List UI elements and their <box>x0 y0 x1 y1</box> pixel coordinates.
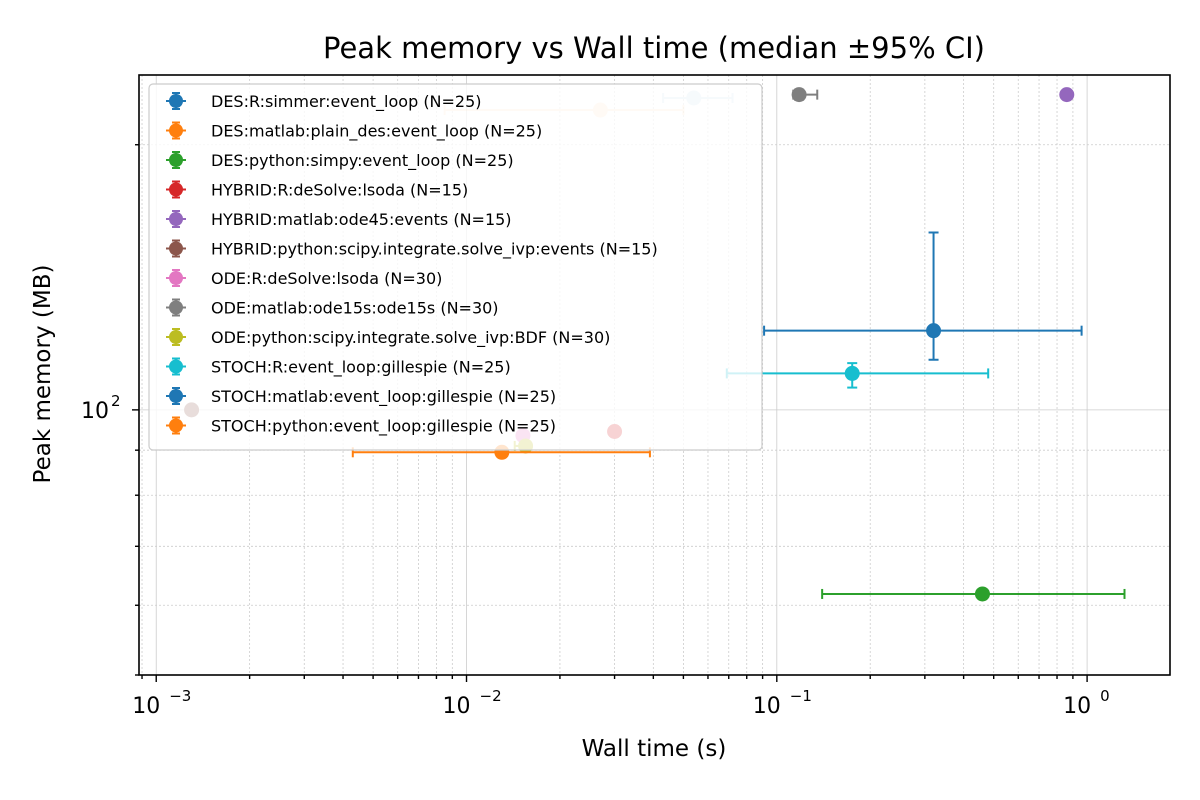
legend-marker <box>169 123 183 138</box>
legend-marker <box>169 153 183 167</box>
legend-item: STOCH:python:event_loop:gillespie (N=25) <box>166 416 556 437</box>
legend-label: ODE:R:deSolve:lsoda (N=30) <box>211 269 442 288</box>
y-tick-label: 10 <box>81 399 109 424</box>
legend-item: HYBRID:R:deSolve:lsoda (N=15) <box>166 180 468 200</box>
legend-label: HYBRID:R:deSolve:lsoda (N=15) <box>211 181 468 200</box>
data-point <box>844 365 860 381</box>
data-point <box>1059 87 1075 103</box>
x-tick-exponent: 0 <box>1100 687 1110 705</box>
legend-marker <box>169 359 183 374</box>
legend-marker <box>169 389 183 403</box>
series-point <box>791 87 819 103</box>
x-tick-label: 10 <box>753 694 781 719</box>
series-point <box>763 231 1083 361</box>
x-tick-label: 10 <box>1063 694 1091 719</box>
legend-label: STOCH:matlab:event_loop:gillespie (N=25) <box>211 387 556 407</box>
legend-item: ODE:python:scipy.integrate.solve_ivp:BDF… <box>166 328 610 348</box>
plot-frame <box>138 74 1171 676</box>
legend-marker <box>169 300 183 315</box>
legend: DES:R:simmer:event_loop (N=25) DES:matlab… <box>148 83 763 451</box>
legend-label: DES:R:simmer:event_loop (N=25) <box>211 92 482 112</box>
legend-marker <box>169 418 183 433</box>
legend-item: ODE:matlab:ode15s:ode15s (N=30) <box>166 298 499 318</box>
legend-label: DES:matlab:plain_des:event_loop (N=25) <box>211 122 542 142</box>
legend-marker <box>169 271 183 285</box>
y-axis-label: Peak memory (MB) <box>30 265 56 484</box>
data-point <box>974 586 990 602</box>
legend-item: ODE:R:deSolve:lsoda (N=30) <box>166 269 442 288</box>
x-tick-exponent: −2 <box>480 687 502 705</box>
legend-label: STOCH:R:event_loop:gillespie (N=25) <box>211 358 511 378</box>
data-point <box>791 87 807 103</box>
legend-label: DES:python:simpy:event_loop (N=25) <box>211 151 514 171</box>
legend-label: ODE:python:scipy.integrate.solve_ivp:BDF… <box>211 328 610 348</box>
x-tick-label: 10 <box>443 694 471 719</box>
legend-item: STOCH:matlab:event_loop:gillespie (N=25) <box>166 387 556 407</box>
legend-marker <box>169 182 183 197</box>
legend-item: HYBRID:python:scipy.integrate.solve_ivp:… <box>166 239 658 260</box>
legend-marker <box>169 212 183 226</box>
y-tick-exponent: 2 <box>111 392 121 410</box>
x-axis-label: Wall time (s) <box>582 736 727 762</box>
x-tick-label: 10 <box>132 694 160 719</box>
legend-label: HYBRID:python:scipy.integrate.solve_ivp:… <box>211 240 658 260</box>
x-tick-exponent: −1 <box>790 687 812 705</box>
legend-marker <box>169 94 183 108</box>
legend-marker <box>169 241 183 256</box>
data-point <box>926 323 942 339</box>
legend-marker <box>169 330 183 344</box>
legend-label: ODE:matlab:ode15s:ode15s (N=30) <box>211 299 499 318</box>
legend-label: HYBRID:matlab:ode45:events (N=15) <box>211 210 512 229</box>
legend-label: STOCH:python:event_loop:gillespie (N=25) <box>211 417 556 437</box>
x-tick-exponent: −3 <box>169 687 191 705</box>
legend-item: DES:python:simpy:event_loop (N=25) <box>166 151 514 171</box>
legend-item: HYBRID:matlab:ode45:events (N=15) <box>166 210 512 229</box>
series-point <box>821 586 1126 602</box>
legend-item: STOCH:R:event_loop:gillespie (N=25) <box>166 357 511 378</box>
series-point <box>1059 87 1075 103</box>
legend-item: DES:R:simmer:event_loop (N=25) <box>166 92 482 112</box>
legend-item: DES:matlab:plain_des:event_loop (N=25) <box>166 121 542 142</box>
legend-box <box>148 83 763 451</box>
chart-title: Peak memory vs Wall time (median ±95% CI… <box>323 31 985 65</box>
